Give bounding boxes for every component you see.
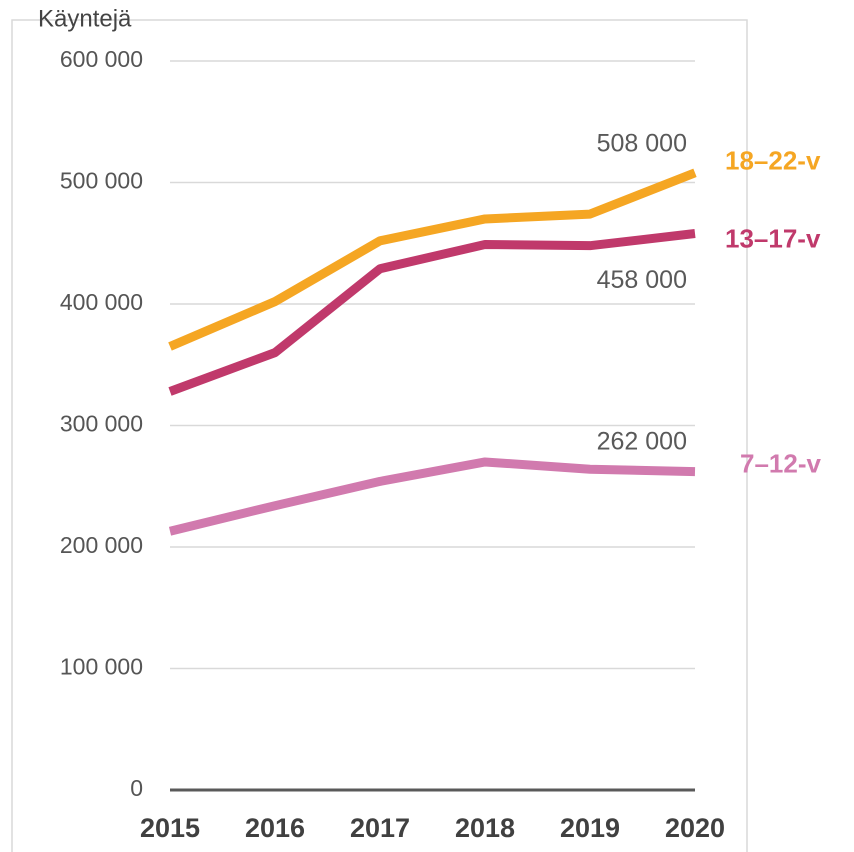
y-tick-label: 100 000 [60, 654, 143, 680]
series-line [168, 168, 697, 351]
x-tick-label: 2015 [140, 813, 200, 843]
y-tick-label: 300 000 [60, 411, 143, 437]
series-label: 7–12-v [740, 449, 821, 479]
data-label: 458 000 [597, 266, 687, 294]
series-label: 13–17-v [725, 223, 821, 253]
series-line [168, 457, 696, 536]
frame [11, 19, 748, 852]
x-tick-label: 2019 [560, 813, 620, 843]
y-tick-label: 0 [130, 775, 143, 801]
data-label: 508 000 [597, 129, 687, 157]
y-tick-label: 400 000 [60, 289, 143, 315]
y-tick-label: 600 000 [60, 46, 143, 72]
series-label: 18–22-v [725, 146, 821, 176]
y-axis-title: Käyntejä [38, 5, 132, 32]
x-tick-label: 2020 [665, 813, 725, 843]
x-tick-label: 2017 [350, 813, 410, 843]
x-tick-label: 2016 [245, 813, 305, 843]
x-tick-label: 2018 [455, 813, 515, 843]
y-tick-label: 500 000 [60, 168, 143, 194]
y-tick-label: 200 000 [60, 532, 143, 558]
series-line [168, 229, 696, 396]
data-label: 262 000 [597, 427, 687, 455]
